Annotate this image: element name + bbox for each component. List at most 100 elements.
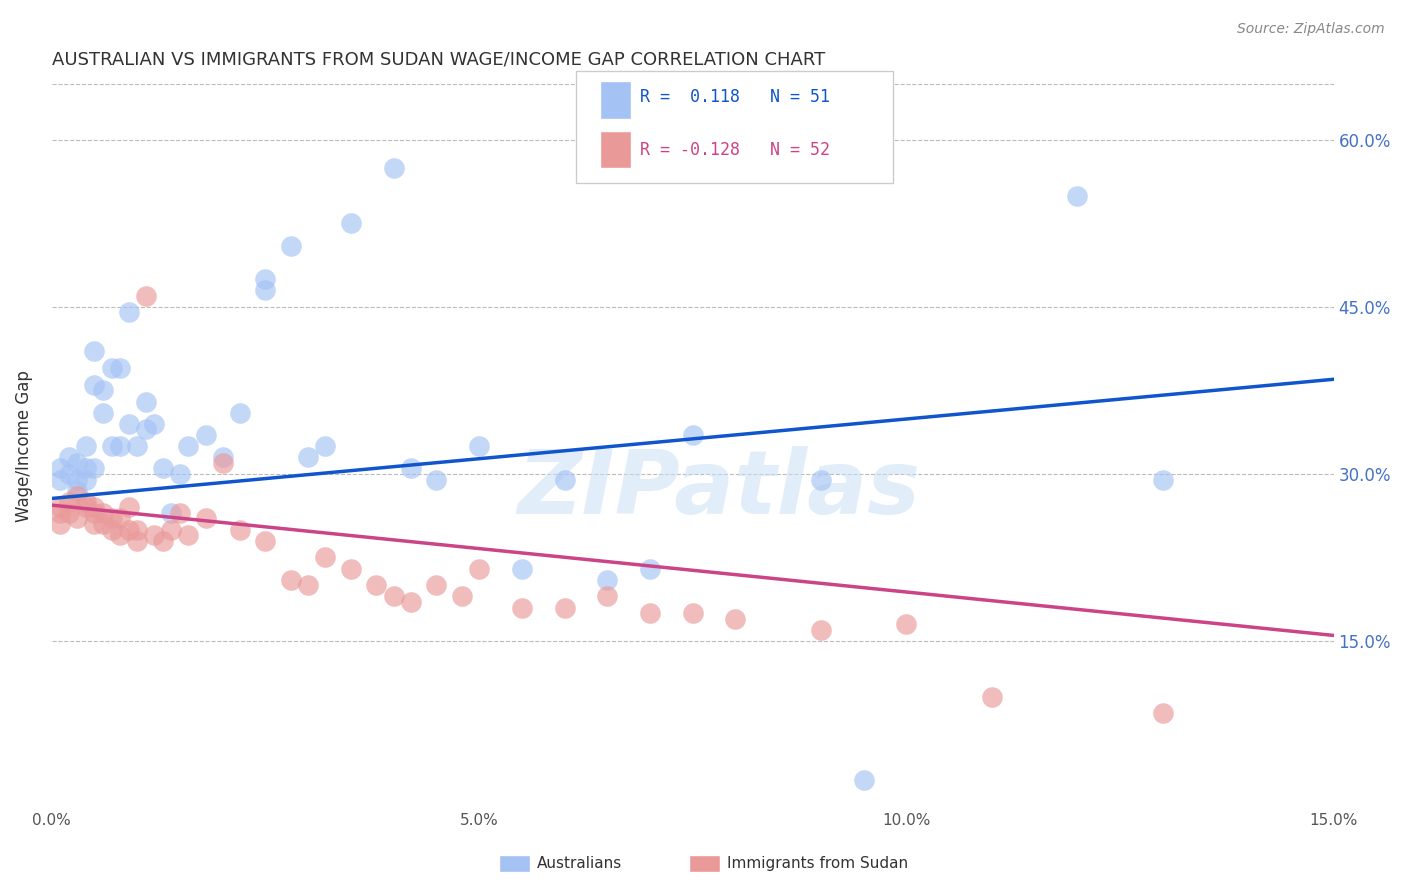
Point [152, 461, 174, 475]
Point [83, 506, 105, 520]
Point [297, 450, 319, 465]
Point [510, 561, 533, 575]
Point [254, 283, 277, 297]
Point [1152, 706, 1174, 721]
Point [280, 573, 302, 587]
Point [425, 473, 447, 487]
Point [553, 473, 575, 487]
Text: Immigrants from Sudan: Immigrants from Sudan [727, 856, 908, 871]
Point [340, 561, 363, 575]
Point [638, 606, 661, 620]
Point [169, 467, 191, 481]
Point [127, 439, 149, 453]
Point [58, 450, 80, 465]
Point [143, 417, 166, 431]
Point [127, 533, 149, 548]
Point [382, 590, 405, 604]
Point [91, 406, 114, 420]
Text: Australians: Australians [537, 856, 623, 871]
Point [366, 578, 388, 592]
Point [91, 506, 114, 520]
Point [108, 528, 131, 542]
Point [75, 495, 97, 509]
Point [314, 439, 336, 453]
Point [100, 523, 122, 537]
Point [118, 500, 141, 515]
Point [810, 473, 832, 487]
Point [108, 361, 131, 376]
Text: ZIPatlas: ZIPatlas [517, 446, 920, 533]
Point [211, 456, 233, 470]
Point [58, 495, 80, 509]
Point [108, 511, 131, 525]
Point [468, 561, 491, 575]
Point [118, 417, 141, 431]
Point [83, 377, 105, 392]
Point [91, 384, 114, 398]
Text: R =  0.118   N = 51: R = 0.118 N = 51 [640, 88, 830, 106]
Text: Source: ZipAtlas.com: Source: ZipAtlas.com [1237, 22, 1385, 37]
Point [682, 606, 704, 620]
Point [66, 489, 89, 503]
Point [66, 483, 89, 498]
Point [127, 523, 149, 537]
Point [160, 523, 183, 537]
Point [83, 500, 105, 515]
Point [229, 523, 252, 537]
Point [66, 511, 89, 525]
Point [49, 461, 72, 475]
Point [152, 533, 174, 548]
Point [75, 439, 97, 453]
Point [177, 439, 200, 453]
Point [83, 344, 105, 359]
Point [135, 394, 157, 409]
Point [724, 612, 747, 626]
Point [980, 690, 1002, 704]
Point [254, 533, 277, 548]
Point [58, 467, 80, 481]
Point [49, 517, 72, 532]
Point [340, 216, 363, 230]
Text: R = -0.128   N = 52: R = -0.128 N = 52 [640, 141, 830, 159]
Point [135, 422, 157, 436]
Point [108, 439, 131, 453]
Point [211, 450, 233, 465]
Point [169, 506, 191, 520]
Point [852, 773, 875, 788]
Point [66, 456, 89, 470]
Point [425, 578, 447, 592]
Point [75, 461, 97, 475]
Point [49, 500, 72, 515]
Point [83, 517, 105, 532]
Point [896, 617, 918, 632]
Point [468, 439, 491, 453]
Point [596, 573, 619, 587]
Text: AUSTRALIAN VS IMMIGRANTS FROM SUDAN WAGE/INCOME GAP CORRELATION CHART: AUSTRALIAN VS IMMIGRANTS FROM SUDAN WAGE… [52, 51, 825, 69]
Point [1152, 473, 1174, 487]
Point [66, 473, 89, 487]
Y-axis label: Wage/Income Gap: Wage/Income Gap [15, 370, 32, 522]
Point [135, 289, 157, 303]
Point [100, 439, 122, 453]
Point [451, 590, 474, 604]
Point [810, 623, 832, 637]
Point [91, 517, 114, 532]
Point [399, 461, 422, 475]
Point [229, 406, 252, 420]
Point [75, 500, 97, 515]
Point [314, 550, 336, 565]
Point [682, 428, 704, 442]
Point [254, 272, 277, 286]
Point [553, 600, 575, 615]
Point [177, 528, 200, 542]
Point [382, 161, 405, 175]
Point [596, 590, 619, 604]
Point [118, 305, 141, 319]
Point [194, 428, 217, 442]
Point [297, 578, 319, 592]
Point [194, 511, 217, 525]
Point [160, 506, 183, 520]
Point [75, 473, 97, 487]
Point [49, 506, 72, 520]
Point [638, 561, 661, 575]
